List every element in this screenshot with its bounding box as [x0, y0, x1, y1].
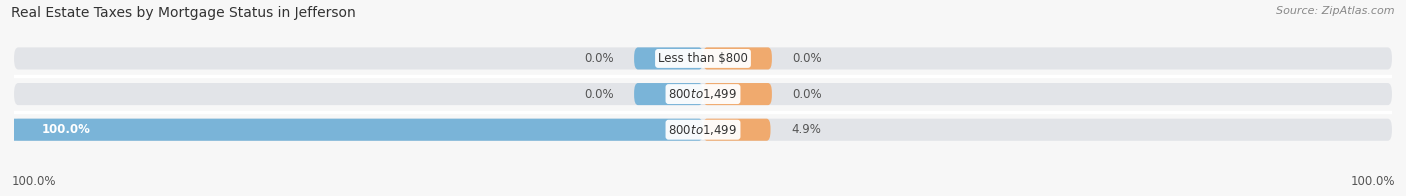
FancyBboxPatch shape [14, 83, 1392, 105]
Text: 0.0%: 0.0% [793, 52, 823, 65]
Text: 0.0%: 0.0% [583, 88, 613, 101]
FancyBboxPatch shape [634, 47, 703, 70]
Text: $800 to $1,499: $800 to $1,499 [668, 87, 738, 101]
Text: 100.0%: 100.0% [42, 123, 90, 136]
Text: Real Estate Taxes by Mortgage Status in Jefferson: Real Estate Taxes by Mortgage Status in … [11, 6, 356, 20]
FancyBboxPatch shape [14, 119, 1392, 141]
Text: $800 to $1,499: $800 to $1,499 [668, 123, 738, 137]
FancyBboxPatch shape [703, 47, 772, 70]
Text: 0.0%: 0.0% [583, 52, 613, 65]
Text: 100.0%: 100.0% [1350, 175, 1395, 188]
FancyBboxPatch shape [703, 119, 770, 141]
Text: 4.9%: 4.9% [792, 123, 821, 136]
FancyBboxPatch shape [634, 83, 703, 105]
FancyBboxPatch shape [14, 47, 1392, 70]
Text: Source: ZipAtlas.com: Source: ZipAtlas.com [1277, 6, 1395, 16]
Text: 100.0%: 100.0% [11, 175, 56, 188]
Text: Less than $800: Less than $800 [658, 52, 748, 65]
Text: 0.0%: 0.0% [793, 88, 823, 101]
FancyBboxPatch shape [703, 83, 772, 105]
FancyBboxPatch shape [0, 119, 703, 141]
